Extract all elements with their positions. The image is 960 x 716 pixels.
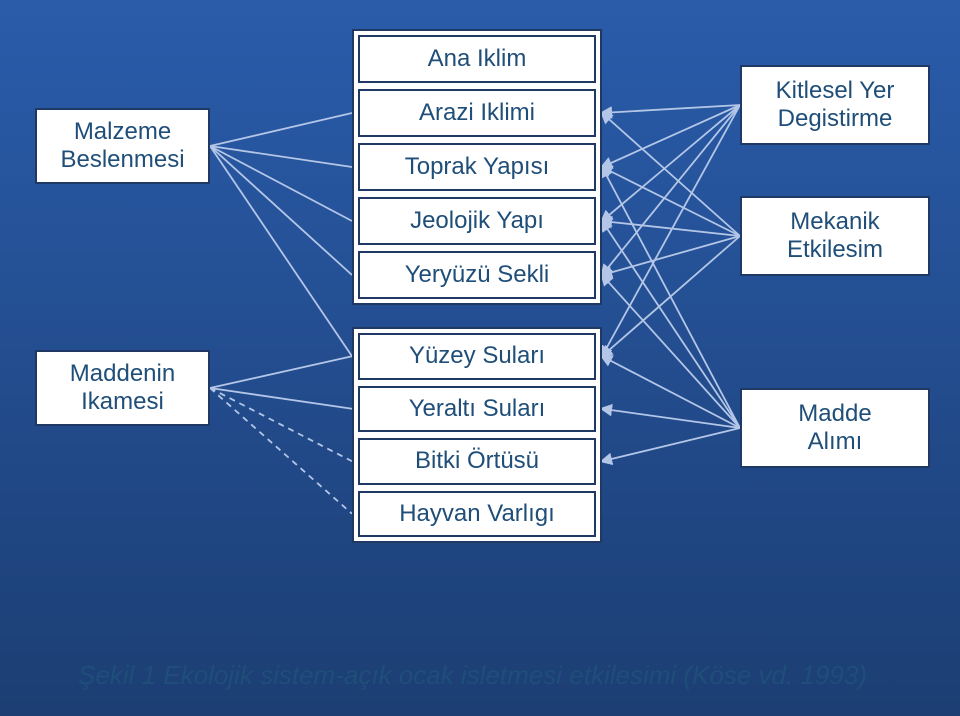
center-arazi-iklimi: Arazi Iklimi [358, 89, 596, 137]
left-malzeme-beslenmesi: MalzemeBeslenmesi [35, 108, 210, 184]
center-bitki-ortusu: Bitki Örtüsü [358, 438, 596, 485]
center-yeryuzu-sekli: Yeryüzü Sekli [358, 251, 596, 299]
center-yeralti-sulari: Yeraltı Suları [358, 386, 596, 433]
right-madde-alimi: MaddeAlımı [740, 388, 930, 468]
diagram-stage: Ana Iklim Arazi Iklimi Toprak Yapısı Jeoloj… [0, 0, 960, 716]
center-toprak-yapisi: Toprak Yapısı [358, 143, 596, 191]
left-maddenin-ikamesi: MaddeninIkamesi [35, 350, 210, 426]
center-yuzey-sulari: Yüzey Suları [358, 333, 596, 380]
center-ana-iklim: Ana Iklim [358, 35, 596, 83]
center-hayvan-varligi: Hayvan Varlıgı [358, 491, 596, 538]
center-jeolojik-yapi: Jeolojik Yapı [358, 197, 596, 245]
right-kitlesel-yer-degistirme: Kitlesel YerDegistirme [740, 65, 930, 145]
right-mekanik-etkilesim: MekanikEtkilesim [740, 196, 930, 276]
figure-caption: Şekil 1 Ekolojik sistem-açık ocak isletm… [78, 660, 867, 691]
